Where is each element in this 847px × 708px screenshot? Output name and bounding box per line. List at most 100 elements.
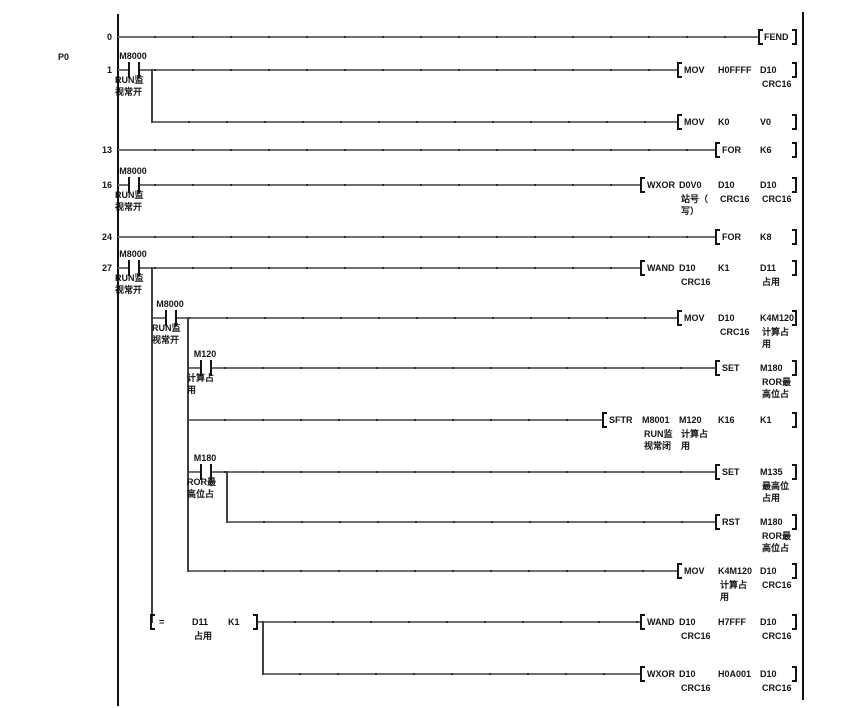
close-bracket-icon xyxy=(792,260,797,276)
operand-caption: CRC16 xyxy=(720,194,750,204)
opcode: SET xyxy=(722,467,740,477)
close-bracket-icon xyxy=(792,666,797,682)
open-bracket-icon xyxy=(715,464,720,480)
rung-line-16 xyxy=(118,184,640,186)
operand: D10 xyxy=(760,617,777,627)
operand: K1 xyxy=(760,415,772,425)
opcode: MOV xyxy=(684,313,705,323)
operand: M8001 xyxy=(642,415,670,425)
device-label: M180 xyxy=(193,453,217,463)
open-bracket-icon xyxy=(677,114,682,130)
opcode: FOR xyxy=(722,232,741,242)
operand-caption: CRC16 xyxy=(681,683,711,693)
contact-caption: 计算占 用 xyxy=(187,373,215,395)
contact-m8000-run-open[interactable] xyxy=(128,62,140,78)
close-bracket-icon xyxy=(792,310,797,326)
left-bus-bar xyxy=(117,14,119,706)
operand-caption: 计算占 用 xyxy=(720,580,748,602)
operand: H0FFFF xyxy=(718,65,752,75)
operand: D10 xyxy=(760,669,777,679)
operand: K6 xyxy=(760,145,772,155)
operand: D10 xyxy=(718,180,735,190)
opcode: WXOR xyxy=(647,669,675,679)
instruction-wand-2[interactable]: WAND D10 CRC16 H7FFF D10 CRC16 xyxy=(640,614,797,641)
operand: H7FFF xyxy=(718,617,746,627)
branch-line-1 xyxy=(151,69,153,123)
compare-block-eq[interactable]: = D11 占用 K1 xyxy=(150,614,258,641)
open-bracket-icon xyxy=(715,360,720,376)
instruction-rst[interactable]: RST M180 ROR最 高位占 xyxy=(715,514,797,553)
instruction-mov-4[interactable]: MOV K4M120 计算占 用 D10 CRC16 xyxy=(677,563,797,602)
operand: D11 xyxy=(760,263,777,273)
rung-line-27 xyxy=(118,267,640,269)
contact-m120[interactable] xyxy=(200,360,212,376)
step-number-0: 0 xyxy=(106,32,112,42)
instruction-for-1[interactable]: FOR K6 xyxy=(715,142,797,158)
instruction-for-2[interactable]: FOR K8 xyxy=(715,229,797,245)
rung-line-a xyxy=(152,317,677,319)
rung-line-1 xyxy=(118,69,677,71)
close-bracket-icon xyxy=(253,614,258,630)
branch-line-g xyxy=(262,621,264,675)
operand-caption: CRC16 xyxy=(762,580,792,590)
operand: D10 xyxy=(760,566,777,576)
branch-line-d xyxy=(226,471,228,523)
operand: V0 xyxy=(760,117,772,127)
instruction-wand-1[interactable]: WAND D10 CRC16 K1 D11 占用 xyxy=(640,260,797,287)
open-bracket-icon xyxy=(150,614,155,630)
opcode: WXOR xyxy=(647,180,675,190)
step-number-27: 27 xyxy=(101,263,112,273)
instruction-set-2[interactable]: SET M135 最高位 占用 xyxy=(715,464,797,503)
device-label: M8000 xyxy=(156,299,184,309)
contact-caption: RUN监 视常开 xyxy=(115,190,144,212)
branch-line-27 xyxy=(151,267,153,623)
close-bracket-icon xyxy=(792,514,797,530)
close-bracket-icon xyxy=(792,464,797,480)
instruction-mov-1[interactable]: MOV H0FFFF D10 CRC16 xyxy=(677,62,797,89)
device-label: M8000 xyxy=(119,249,147,259)
contact-m180[interactable] xyxy=(200,464,212,480)
close-bracket-icon xyxy=(792,360,797,376)
close-bracket-icon xyxy=(792,563,797,579)
operand: D10 xyxy=(718,313,735,323)
pointer-label: P0 xyxy=(58,52,70,62)
instruction-mov-2[interactable]: MOV K0 V0 xyxy=(677,114,797,130)
step-number-24: 24 xyxy=(101,232,112,242)
operand-caption: RUN监 视常闭 xyxy=(644,429,673,451)
close-bracket-icon xyxy=(792,229,797,245)
operand: K4M120 xyxy=(718,566,753,576)
close-bracket-icon xyxy=(792,114,797,130)
instruction-fend[interactable]: FEND xyxy=(758,29,797,45)
operand-caption: 站号（ 写） xyxy=(681,194,709,216)
instruction-mov-3[interactable]: MOV D10 CRC16 K4M120 计算占 用 xyxy=(677,310,797,349)
step-number-13: 13 xyxy=(101,145,112,155)
device-label: M120 xyxy=(193,349,217,359)
instruction-sftr[interactable]: SFTR M8001 RUN监 视常闭 M120 计算占 用 K16 K1 xyxy=(602,412,797,451)
contact-m8000-run-open[interactable] xyxy=(165,310,177,326)
operand-caption: 占用 xyxy=(762,277,781,287)
operand-caption: 计算占 用 xyxy=(762,327,790,349)
compare-operator: = xyxy=(159,617,165,627)
open-bracket-icon xyxy=(640,666,645,682)
contact-m8000-run-open[interactable] xyxy=(128,260,140,276)
open-bracket-icon xyxy=(715,229,720,245)
contact-caption: RUN监 视常开 xyxy=(115,75,144,97)
rung-line-b xyxy=(188,367,715,369)
operand: M180 xyxy=(760,363,783,373)
instruction-wxor-1[interactable]: WXOR D0V0 站号（ 写） D10 CRC16 D10 CRC16 xyxy=(640,177,797,216)
open-bracket-icon xyxy=(758,29,763,45)
instruction-wxor-2[interactable]: WXOR D10 CRC16 H0A001 D10 CRC16 xyxy=(640,666,797,693)
close-bracket-icon xyxy=(792,177,797,193)
right-bus-bar xyxy=(802,12,804,700)
operand-caption: CRC16 xyxy=(762,631,792,641)
step-number-1: 1 xyxy=(106,65,112,75)
open-bracket-icon xyxy=(602,412,607,428)
operand: K8 xyxy=(760,232,772,242)
instruction-set-1[interactable]: SET M180 ROR最 高位占 xyxy=(715,360,797,399)
contact-caption: RUN监 视常开 xyxy=(115,273,144,295)
operand: M120 xyxy=(679,415,702,425)
close-bracket-icon xyxy=(792,412,797,428)
opcode: SFTR xyxy=(609,415,633,425)
rung-line-h xyxy=(263,673,640,675)
contact-m8000-run-open[interactable] xyxy=(128,177,140,193)
